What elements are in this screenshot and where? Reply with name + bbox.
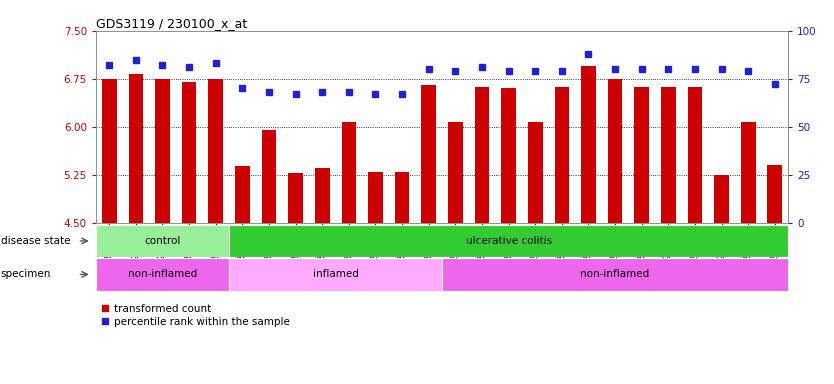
Legend: transformed count, percentile rank within the sample: transformed count, percentile rank withi… xyxy=(101,304,289,327)
Bar xyxy=(208,79,223,223)
Bar xyxy=(96,258,229,291)
Bar xyxy=(229,225,788,257)
Bar xyxy=(262,130,276,223)
Bar xyxy=(635,87,649,223)
Bar xyxy=(229,258,442,291)
Text: inflamed: inflamed xyxy=(313,269,359,280)
Text: non-inflamed: non-inflamed xyxy=(128,269,197,280)
Bar xyxy=(289,174,303,223)
Text: specimen: specimen xyxy=(1,269,51,280)
Bar xyxy=(96,225,229,257)
Bar xyxy=(315,168,329,223)
Bar xyxy=(102,79,117,223)
Bar xyxy=(155,79,170,223)
Bar xyxy=(661,87,676,223)
Bar xyxy=(501,88,516,223)
Bar xyxy=(581,66,595,223)
Bar xyxy=(341,122,356,223)
Bar xyxy=(182,82,197,223)
Bar xyxy=(475,87,490,223)
Bar xyxy=(528,122,543,223)
Bar xyxy=(767,165,782,223)
Bar xyxy=(394,172,409,223)
Bar xyxy=(128,74,143,223)
Bar xyxy=(368,172,383,223)
Text: control: control xyxy=(144,236,181,246)
Text: non-inflamed: non-inflamed xyxy=(580,269,650,280)
Bar xyxy=(235,166,249,223)
Text: disease state: disease state xyxy=(1,236,70,246)
Bar xyxy=(421,85,436,223)
Bar xyxy=(741,122,756,223)
Bar xyxy=(448,122,463,223)
Bar xyxy=(687,87,702,223)
Bar xyxy=(442,258,788,291)
Bar xyxy=(608,79,622,223)
Text: GDS3119 / 230100_x_at: GDS3119 / 230100_x_at xyxy=(96,17,247,30)
Bar xyxy=(555,87,569,223)
Bar xyxy=(714,175,729,223)
Text: ulcerative colitis: ulcerative colitis xyxy=(465,236,551,246)
